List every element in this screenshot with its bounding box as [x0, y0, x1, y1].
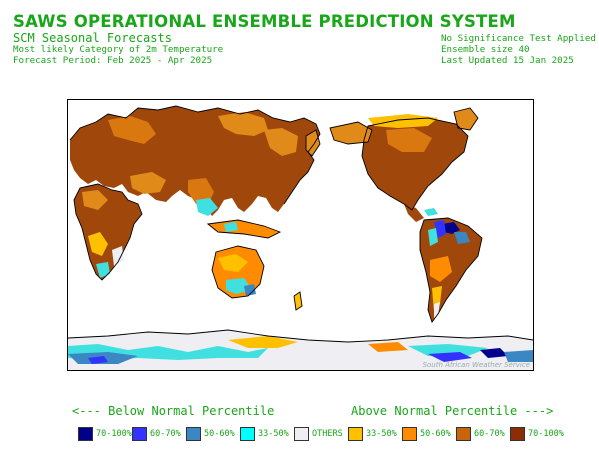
indonesia-cyan	[224, 222, 238, 232]
sahara-orange	[82, 190, 108, 210]
arctic-canada-yellow	[368, 114, 438, 128]
greenland-orange	[454, 108, 478, 130]
antarctica-blue-east	[428, 352, 472, 362]
se-asia-cyan	[196, 198, 218, 216]
last-updated: Last Updated 15 Jan 2025	[441, 55, 574, 66]
legend-label: 70-100%	[96, 429, 132, 439]
forecast-map: South African Weather Service	[67, 99, 534, 371]
australia-blue	[244, 284, 256, 296]
world-map-graphic	[68, 105, 533, 370]
antarctica-orange-peninsula	[368, 342, 408, 352]
legend-label: 70-100%	[528, 429, 564, 439]
legend-swatch	[510, 427, 525, 441]
patagonia-white	[434, 302, 440, 318]
middle-east-orange	[130, 172, 166, 194]
page-title: SAWS OPERATIONAL ENSEMBLE PREDICTION SYS…	[13, 12, 516, 31]
amazon-blue-core	[442, 222, 460, 234]
africa-white-patch	[112, 246, 124, 266]
legend-label: OTHERS	[312, 429, 343, 439]
legend-label: 33-50%	[258, 429, 289, 439]
antarctica-steel-east	[504, 350, 533, 362]
legend-swatch	[456, 427, 471, 441]
south-america-orange	[430, 256, 452, 282]
europe-orange-patch	[108, 116, 156, 144]
legend-swatch	[402, 427, 417, 441]
legend-label: 60-70%	[474, 429, 505, 439]
legend-swatch	[294, 427, 309, 441]
amazon-steel-blue	[454, 232, 470, 244]
new-zealand	[294, 292, 302, 310]
legend-swatch	[240, 427, 255, 441]
map-credit: South African Weather Service	[422, 361, 530, 369]
south-africa-cyan	[96, 262, 110, 278]
antarctica-yellow-patch	[228, 336, 298, 348]
eastasia-orange-patch	[264, 128, 298, 156]
forecast-period: Forecast Period: Feb 2025 - Apr 2025	[13, 55, 213, 66]
legend-swatch	[78, 427, 93, 441]
africa-yellow-patch	[88, 232, 108, 256]
canada-orange-patch	[386, 128, 432, 152]
antarctica-darkblue-east	[480, 348, 508, 358]
legend-swatch	[186, 427, 201, 441]
antarctica-darkblue-west	[88, 356, 108, 364]
alaska-orange	[330, 122, 372, 144]
significance-note: No Significance Test Applied	[441, 33, 596, 44]
siberia-orange-patch	[218, 112, 268, 136]
amazon-mid-blue	[434, 220, 446, 238]
australia-yellow	[218, 254, 248, 272]
ensemble-size: Ensemble size 40	[441, 44, 530, 55]
coastlines	[68, 105, 533, 343]
antarctica-cyan-east	[408, 344, 488, 356]
legend-label: 33-50%	[366, 429, 397, 439]
legend-label: 50-60%	[204, 429, 235, 439]
legend-swatch	[348, 427, 363, 441]
variable-line: Most likely Category of 2m Temperature	[13, 44, 224, 55]
central-america	[404, 204, 424, 222]
caribbean-cyan	[424, 208, 438, 216]
legend-label: 60-70%	[150, 429, 181, 439]
amazon-cyan	[428, 228, 438, 246]
legend-swatch	[132, 427, 147, 441]
above-normal-label: Above Normal Percentile --->	[351, 404, 554, 418]
antarctica-landmass	[68, 330, 533, 370]
legend-label: 50-60%	[420, 429, 451, 439]
subtitle: SCM Seasonal Forecasts	[13, 31, 172, 45]
below-normal-label: <--- Below Normal Percentile	[72, 404, 275, 418]
